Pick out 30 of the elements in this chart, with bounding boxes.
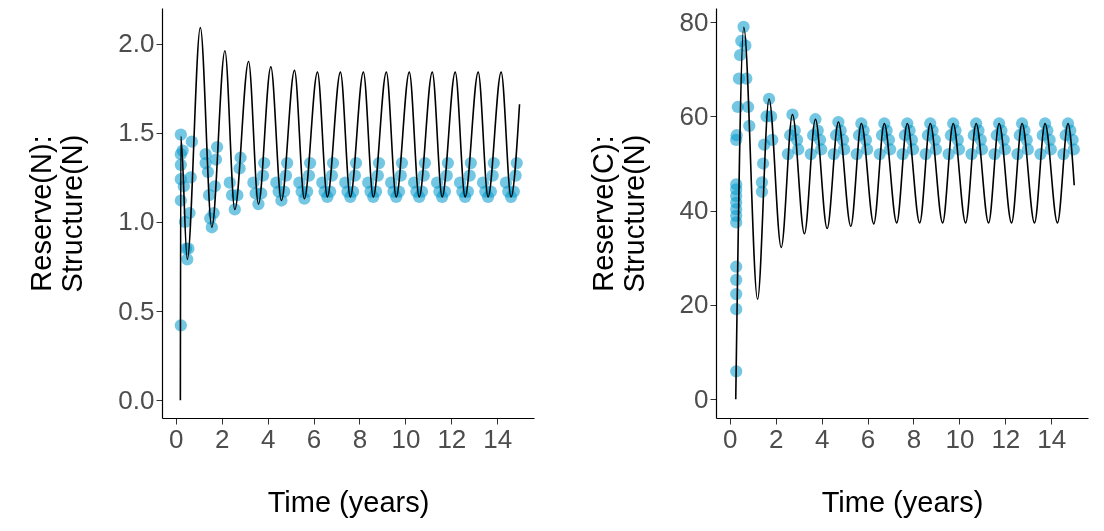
y-tick-label: 1.5	[118, 117, 155, 148]
x-tick-label: 2	[768, 423, 784, 454]
x-tick-label: 12	[991, 423, 1021, 454]
x-tick-label: 6	[306, 423, 322, 454]
y-tick-label: 20	[679, 289, 709, 320]
y-tick-label: 60	[679, 100, 709, 131]
x-tick-label: 8	[906, 423, 922, 454]
x-tick-label: 6	[860, 423, 876, 454]
x-tick-label: 4	[260, 423, 276, 454]
y-tick-label: 0	[694, 383, 709, 414]
y-tick-label: 1.0	[118, 206, 155, 237]
y-tick-label: 80	[679, 6, 709, 37]
y-tick-label: 40	[679, 195, 709, 226]
y-tick-label: 2.0	[118, 28, 155, 59]
y-axis-title: Reserve(C): Structure(N)	[586, 134, 650, 293]
x-tick-label: 8	[352, 423, 368, 454]
y-tick-label: 0.0	[118, 384, 155, 415]
x-tick-label: 10	[945, 423, 975, 454]
x-axis-title: Time (years)	[821, 485, 984, 518]
y-axis-title: Reserve(N): Structure(N)	[25, 134, 89, 293]
x-tick-label: 4	[814, 423, 830, 454]
y-tick-label: 0.5	[118, 295, 155, 326]
x-axis-title: Time (years)	[267, 485, 430, 518]
x-tick-label: 2	[214, 423, 230, 454]
x-tick-label: 10	[391, 423, 421, 454]
x-tick-label: 14	[1037, 423, 1067, 454]
x-tick-label: 12	[437, 423, 467, 454]
x-tick-label: 14	[483, 423, 513, 454]
x-tick-label: 0	[723, 423, 738, 454]
x-tick-label: 0	[169, 423, 184, 454]
